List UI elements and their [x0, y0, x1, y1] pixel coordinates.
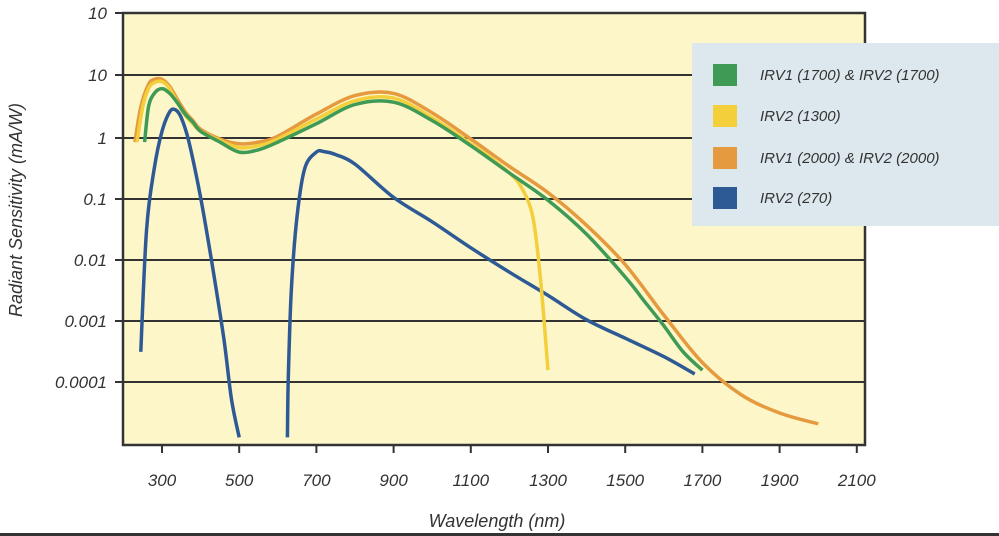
legend-items: IRV1 (1700) & IRV2 (1700) IRV2 (1300) IRV1… — [713, 64, 940, 209]
legend-label: IRV2 (1300) — [760, 108, 841, 125]
y-tick-label: 0.0001 — [55, 373, 107, 392]
series-line — [139, 107, 241, 438]
legend-swatch — [713, 64, 737, 86]
y-tick-label: 10 — [88, 66, 107, 85]
y-tick-label: 0.001 — [64, 312, 107, 331]
series-layer — [133, 76, 819, 438]
legend-label: IRV2 (270) — [760, 190, 832, 207]
plot-frame — [121, 11, 867, 447]
x-tick-label: 1700 — [683, 471, 721, 490]
x-tick-label: 1100 — [453, 471, 490, 490]
x-tick-label: 700 — [302, 471, 331, 490]
x-tick-label: 1500 — [606, 471, 644, 490]
x-tick-label: 2100 — [837, 471, 876, 490]
y-axis-ticks: 10 10 1 0.1 0.01 0.001 0.0001 — [55, 4, 123, 392]
y-tick-label: 1 — [98, 129, 107, 148]
x-tick-label: 1900 — [761, 471, 799, 490]
y-tick-label: 0.1 — [83, 190, 107, 209]
x-tick-label: 500 — [225, 471, 254, 490]
legend: IRV1 (1700) & IRV2 (1700) IRV2 (1300) IRV1… — [692, 43, 999, 226]
legend-label: IRV1 (1700) & IRV2 (1700) — [760, 67, 940, 84]
legend-swatch — [713, 147, 737, 169]
x-axis-ticks: 300 500 700 900 1100 1300 1500 1700 1900 2100 — [148, 445, 876, 490]
bottom-rule — [0, 533, 999, 536]
y-axis-title: Radiant Sensitivity (mA/W) — [6, 103, 26, 317]
x-tick-label: 300 — [148, 471, 177, 490]
grid-lines — [123, 74, 865, 383]
x-tick-label: 900 — [379, 471, 408, 490]
y-tick-label: 10 — [88, 4, 107, 23]
legend-label: IRV1 (2000) & IRV2 (2000) — [760, 150, 940, 167]
x-tick-label: 1300 — [529, 471, 567, 490]
series-line — [142, 86, 704, 372]
legend-box — [692, 43, 999, 226]
x-axis-title: Wavelength (nm) — [429, 511, 566, 531]
y-tick-label: 0.01 — [74, 251, 107, 270]
legend-swatch — [713, 105, 737, 127]
series-line — [285, 148, 696, 438]
legend-swatch — [713, 187, 737, 209]
